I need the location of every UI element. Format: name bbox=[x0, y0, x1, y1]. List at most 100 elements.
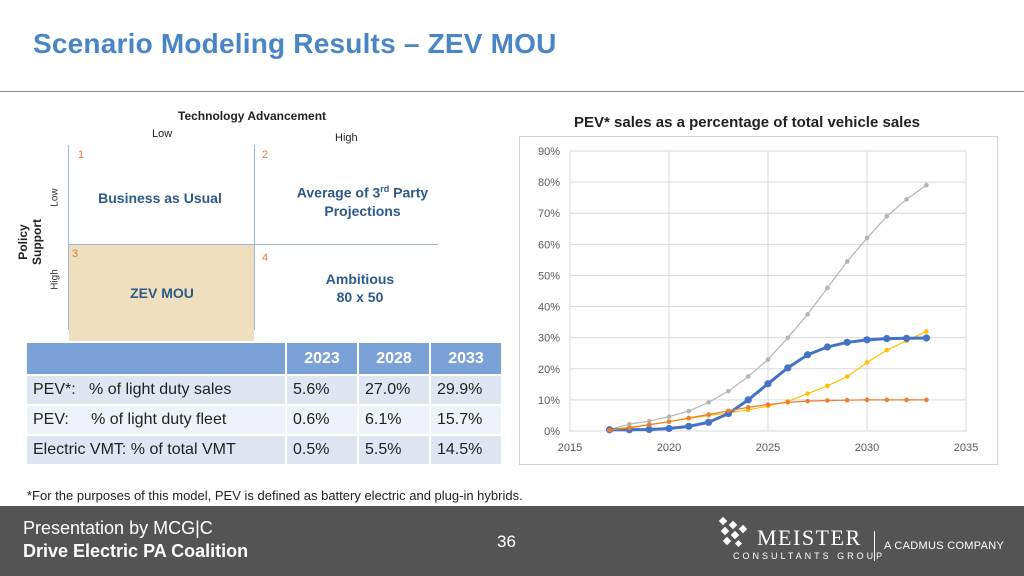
table-header-cell: 2023 bbox=[287, 343, 359, 374]
data-point bbox=[844, 374, 850, 379]
data-point bbox=[825, 398, 830, 403]
table-cell: 27.0% bbox=[359, 374, 431, 404]
x-tick-label: 2015 bbox=[558, 442, 582, 454]
cell-number: 3 bbox=[72, 248, 79, 260]
data-point bbox=[863, 336, 871, 344]
data-point bbox=[666, 414, 672, 419]
data-point bbox=[904, 196, 909, 202]
cell-number: 2 bbox=[262, 149, 269, 161]
y-tick-label: 0% bbox=[544, 426, 560, 438]
cell-label-business-as-usual: Business as Usual bbox=[98, 190, 222, 206]
data-point bbox=[764, 380, 772, 388]
data-point bbox=[765, 357, 771, 362]
data-point bbox=[706, 412, 711, 417]
table-cell: 0.5% bbox=[287, 434, 359, 464]
data-point bbox=[884, 347, 890, 353]
x-tick-label: 2035 bbox=[954, 442, 978, 454]
row-label: PEV*: % of light duty sales bbox=[27, 374, 287, 404]
logo-wordmark: MEISTER bbox=[757, 525, 862, 550]
data-point bbox=[666, 419, 672, 424]
row-label-low: Low bbox=[49, 188, 61, 207]
column-label-high: High bbox=[335, 132, 358, 144]
data-point bbox=[784, 364, 792, 372]
zev-mou-highlight-cell bbox=[69, 245, 254, 341]
data-point bbox=[785, 335, 791, 340]
y-tick-label: 70% bbox=[538, 208, 560, 220]
cell-label-ambitious: Ambitious 80 x 50 bbox=[325, 271, 395, 305]
page-number: 36 bbox=[497, 532, 516, 551]
data-point bbox=[745, 374, 751, 379]
data-point bbox=[884, 214, 890, 219]
table-cell: 29.9% bbox=[431, 374, 503, 404]
data-point bbox=[884, 397, 890, 403]
data-point bbox=[825, 383, 830, 389]
table-cell: 5.5% bbox=[359, 434, 431, 464]
table-cell: 15.7% bbox=[431, 404, 503, 434]
data-point bbox=[607, 427, 612, 433]
logo-subtitle: CONSULTANTS GROUP bbox=[733, 551, 886, 561]
y-tick-label: 50% bbox=[538, 270, 560, 282]
y-tick-label: 60% bbox=[538, 239, 560, 251]
data-point bbox=[922, 334, 930, 342]
data-point bbox=[627, 425, 632, 431]
data-point bbox=[706, 400, 711, 405]
table-cell: 14.5% bbox=[431, 434, 503, 464]
meister-logo-icon bbox=[718, 516, 748, 548]
pev-sales-chart: 0% 10% 20% 30% 40% 50% 60% 70% 80% 90% 2015 2020 202… bbox=[538, 146, 978, 454]
data-point bbox=[825, 285, 830, 291]
row-label-high: High bbox=[49, 269, 61, 290]
footer-bar bbox=[0, 506, 1024, 576]
row-label: Electric VMT: % of total VMT bbox=[27, 434, 287, 464]
organization-name: Drive Electric PA Coalition bbox=[23, 541, 249, 561]
y-tick-label: 20% bbox=[538, 364, 560, 376]
data-point bbox=[864, 360, 870, 365]
table-header-row: 2023 2028 2033 bbox=[27, 343, 503, 374]
cell-label-third-party: Average of 3rd Party Projections bbox=[296, 184, 429, 219]
matrix-divider bbox=[68, 244, 438, 245]
data-point bbox=[805, 398, 810, 404]
slide-title: Scenario Modeling Results – ZEV MOU bbox=[33, 28, 557, 59]
table-header-cell: 2028 bbox=[359, 343, 431, 374]
data-point bbox=[685, 422, 693, 430]
y-tick-label: 40% bbox=[538, 302, 560, 314]
row-label: PEV: % of light duty fleet bbox=[27, 404, 287, 434]
data-point bbox=[726, 388, 731, 394]
logo-parent-company: A CADMUS COMPANY bbox=[884, 540, 1005, 552]
results-table: 2023 2028 2033 PEV*: % of light duty sal… bbox=[27, 343, 503, 464]
matrix-divider bbox=[68, 145, 69, 330]
data-point bbox=[823, 343, 831, 351]
data-point bbox=[924, 397, 929, 403]
chart-frame: 0% 10% 20% 30% 40% 50% 60% 70% 80% 90% 2015 2020 202… bbox=[519, 136, 998, 465]
matrix-header: Technology Advancement bbox=[178, 109, 327, 123]
table-row: Electric VMT: % of total VMT 0.5% 5.5% 1… bbox=[27, 434, 503, 464]
table-row: PEV*: % of light duty sales 5.6% 27.0% 2… bbox=[27, 374, 503, 404]
data-point bbox=[904, 397, 909, 403]
y-tick-label: 80% bbox=[538, 177, 560, 189]
chart-title: PEV* sales as a percentage of total vehi… bbox=[574, 114, 921, 131]
y-tick-label: 10% bbox=[538, 395, 560, 407]
table-header-cell: 2033 bbox=[431, 343, 503, 374]
data-point bbox=[665, 424, 673, 433]
cell-number: 1 bbox=[78, 149, 85, 161]
row-axis-label: Policy Support bbox=[16, 219, 44, 265]
data-point bbox=[924, 182, 929, 188]
data-point bbox=[864, 235, 870, 241]
data-point bbox=[705, 418, 713, 426]
data-point bbox=[844, 259, 850, 264]
data-point bbox=[785, 400, 791, 405]
data-point bbox=[843, 338, 851, 346]
cell-label-zev-mou: ZEV MOU bbox=[130, 285, 194, 301]
data-point bbox=[864, 397, 870, 403]
presenter-credit: Presentation by MCG|C bbox=[23, 518, 213, 538]
column-label-low: Low bbox=[152, 128, 173, 140]
data-point bbox=[924, 329, 929, 334]
data-point bbox=[805, 312, 810, 317]
title-divider bbox=[0, 91, 1024, 92]
table-cell: 6.1% bbox=[359, 404, 431, 434]
data-point bbox=[765, 402, 771, 407]
y-tick-label: 90% bbox=[538, 146, 560, 158]
x-tick-label: 2020 bbox=[657, 442, 681, 454]
data-point bbox=[726, 408, 731, 414]
x-tick-label: 2025 bbox=[756, 442, 780, 454]
data-point bbox=[686, 408, 692, 414]
